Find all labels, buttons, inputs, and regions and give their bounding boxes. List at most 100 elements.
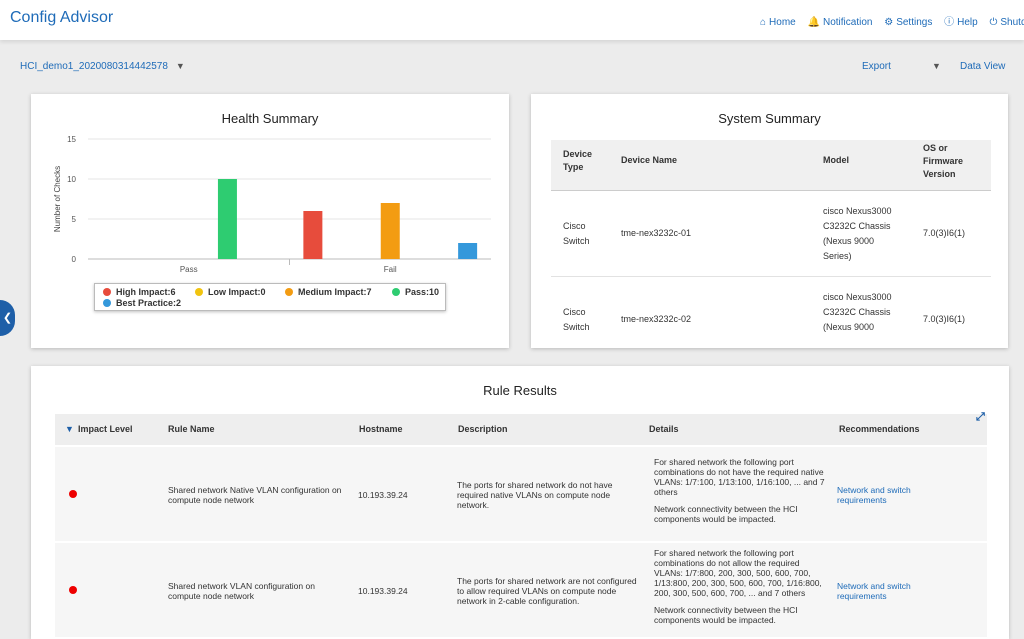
nav-settings-label: Settings: [896, 17, 933, 28]
recommendation-link[interactable]: Network and switch requirements: [837, 581, 911, 601]
nav-settings[interactable]: ⚙ Settings: [884, 17, 932, 28]
col-rule-name[interactable]: Rule Name: [168, 424, 215, 434]
export-dropdown-icon[interactable]: ▼: [932, 61, 941, 71]
rule-name-cell: Shared network Native VLAN configuration…: [168, 485, 342, 505]
y-tick-label: 10: [67, 175, 76, 184]
system-table-header: Device Type Device Name Model OS or Firm…: [551, 140, 991, 191]
sub-bar: HCI_demo1_2020080314442578 ▼ Export ▼ Dat…: [0, 52, 1024, 80]
impact-high-indicator: [69, 586, 77, 594]
hostname-cell: 10.193.39.24: [358, 490, 408, 500]
chart-legend: High Impact:6 Low Impact:0 Medium Impact…: [94, 283, 446, 311]
bell-icon: 🔔: [807, 17, 820, 28]
col-device-type[interactable]: Device Type: [563, 149, 593, 172]
legend-item-high-impact[interactable]: High Impact:6: [103, 287, 176, 297]
recommendation-link[interactable]: Network and switch requirements: [837, 485, 911, 505]
col-hostname[interactable]: Hostname: [359, 424, 403, 434]
nav-shutdown[interactable]: ⏻Shutdown: [989, 17, 1024, 28]
chevron-down-icon: ▼: [175, 61, 185, 71]
cluster-name: HCI_demo1_2020080314442578: [20, 61, 168, 72]
col-model[interactable]: Model: [823, 155, 849, 165]
model-cell: cisco Nexus3000 C3232C Chassis (Nexus 90…: [823, 292, 892, 332]
bar-medium-impact: [380, 203, 400, 259]
col-recommendations[interactable]: Recommendations: [839, 424, 920, 434]
legend-swatch-best-practice: [103, 299, 111, 307]
legend-item-pass[interactable]: Pass:10: [392, 287, 439, 297]
top-nav: ⌂ Home 🔔 Notification ⚙ Settings ⓘ Help ⏻ Shu…: [760, 13, 1024, 28]
details-impact-note: Network connectivity between the HCI com…: [654, 504, 798, 524]
device-name-cell: tme-nex3232c-01: [621, 228, 692, 238]
device-name-cell: tme-nex3232c-02: [621, 314, 692, 324]
y-tick-label: 5: [72, 215, 77, 224]
y-tick-label: 0: [72, 255, 77, 264]
rule-results-header: ▼ Impact Level Rule Name Hostname Descri…: [55, 411, 987, 445]
details-cell: For shared network the following port co…: [654, 548, 822, 598]
y-tick-label: 15: [67, 135, 76, 144]
health-summary-card: Health Summary 0 5 10 15 Number of Checks Pas…: [31, 94, 509, 348]
device-type-cell: Cisco Switch: [563, 307, 590, 332]
col-os-version[interactable]: OS or Firmware Version: [923, 143, 964, 179]
nav-notification[interactable]: 🔔 Notification: [808, 17, 873, 28]
col-impact-level[interactable]: Impact Level: [78, 424, 133, 434]
nav-help[interactable]: ⓘ Help: [944, 13, 978, 28]
table-row[interactable]: Shared network VLAN configuration on com…: [55, 543, 987, 637]
col-description[interactable]: Description: [458, 424, 508, 434]
chevron-left-icon: ❮: [2, 312, 13, 324]
cluster-selector[interactable]: HCI_demo1_2020080314442578 ▼: [20, 61, 185, 72]
expand-icon[interactable]: ⤢: [976, 411, 985, 423]
system-summary-title: System Summary: [718, 111, 821, 126]
legend-label-high-impact: High Impact:6: [116, 287, 176, 297]
app-title[interactable]: Config Advisor: [10, 9, 114, 26]
details-cell: For shared network the following port co…: [654, 457, 825, 497]
description-cell: The ports for shared network do not have…: [457, 480, 613, 510]
impact-high-indicator: [69, 490, 77, 498]
os-version-cell: 7.0(3)I6(1): [923, 228, 966, 238]
legend-swatch-medium-impact: [285, 288, 293, 296]
legend-swatch-pass: [392, 288, 400, 296]
table-row: Cisco Switch tme-nex3232c-01 cisco Nexus…: [551, 191, 991, 277]
gear-icon: ⚙: [884, 17, 894, 28]
filter-icon[interactable]: ▼: [65, 424, 74, 434]
x-tick-label: Pass: [180, 265, 198, 274]
legend-item-best-practice[interactable]: Best Practice:2: [103, 298, 181, 308]
sidebar-toggle-button[interactable]: ❮: [0, 300, 15, 336]
hostname-cell: 10.193.39.24: [358, 586, 408, 596]
legend-label-low-impact: Low Impact:0: [208, 287, 266, 297]
col-device-name[interactable]: Device Name: [621, 155, 678, 165]
bar-best-practice: [458, 243, 478, 259]
system-summary-table: Device Type Device Name Model OS or Firm…: [551, 140, 991, 334]
nav-notification-label: Notification: [822, 17, 873, 28]
legend-swatch-high-impact: [103, 288, 111, 296]
rule-results-card: Rule Results ▼ Impact Level Rule Name Ho…: [31, 366, 1009, 639]
table-row: Cisco Switch tme-nex3232c-02 cisco Nexus…: [551, 277, 991, 334]
x-tick-label: Fail: [384, 265, 397, 274]
table-row[interactable]: Shared network Native VLAN configuration…: [55, 447, 987, 541]
legend-swatch-low-impact: [195, 288, 203, 296]
home-icon: ⌂: [760, 17, 767, 28]
info-icon: ⓘ: [944, 17, 955, 28]
bar-high-impact: [303, 211, 323, 259]
nav-home[interactable]: ⌂ Home: [760, 17, 796, 28]
rule-results-title: Rule Results: [483, 383, 557, 398]
export-button[interactable]: Export: [862, 61, 891, 72]
legend-label-pass: Pass:10: [405, 287, 440, 297]
device-type-cell: Cisco Switch: [563, 221, 590, 246]
nav-home-label: Home: [769, 17, 796, 28]
model-cell: cisco Nexus3000 C3232C Chassis (Nexus 90…: [823, 206, 892, 261]
bar-pass: [217, 179, 237, 259]
description-cell: The ports for shared network are not con…: [457, 576, 637, 606]
legend-label-medium-impact: Medium Impact:7: [298, 287, 372, 297]
col-details[interactable]: Details: [649, 424, 679, 434]
top-bar: Config Advisor ⌂ Home 🔔 Notification ⚙ Sett…: [0, 0, 1024, 40]
power-icon: ⏻: [989, 17, 998, 28]
rule-name-cell: Shared network VLAN configuration on com…: [168, 581, 315, 601]
system-summary-card: System Summary Device Type Device Name M…: [531, 94, 1008, 348]
health-summary-title: Health Summary: [221, 111, 319, 126]
y-axis-label: Number of Checks: [53, 166, 62, 232]
nav-help-label: Help: [957, 17, 978, 28]
nav-shutdown-label: Shutdown: [1000, 17, 1024, 28]
legend-item-medium-impact[interactable]: Medium Impact:7: [285, 287, 372, 297]
legend-item-low-impact[interactable]: Low Impact:0: [195, 287, 266, 297]
details-impact-note: Network connectivity between the HCI com…: [654, 605, 798, 625]
data-view-link[interactable]: Data View: [960, 61, 1006, 72]
health-chart: 0 5 10 15 Number of Checks Pass Fail: [53, 135, 491, 274]
